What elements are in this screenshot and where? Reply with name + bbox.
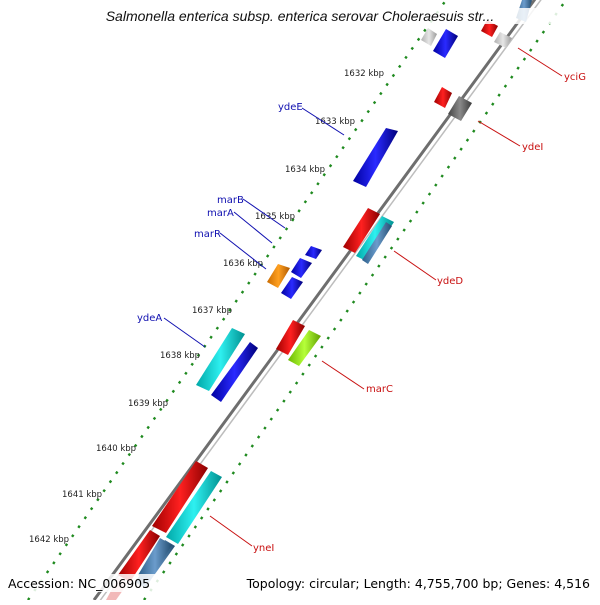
ruler-tick-1633: 1633 kbp bbox=[315, 117, 355, 127]
ruler-tick-1638: 1638 kbp bbox=[160, 351, 200, 361]
gene-bottom-red[interactable] bbox=[118, 530, 160, 582]
map-footer: Accession: NC_006905 Topology: circular;… bbox=[0, 574, 600, 592]
ruler-tick-1634: 1634 kbp bbox=[285, 165, 325, 175]
gene-ydeI-red[interactable] bbox=[434, 87, 452, 108]
track-line bbox=[143, 0, 567, 601]
gene-marC-red[interactable] bbox=[276, 320, 305, 355]
gene-top-grey[interactable] bbox=[421, 28, 437, 46]
gene-small-blue-1[interactable] bbox=[305, 246, 322, 259]
gene-label-marC[interactable]: marC bbox=[366, 384, 393, 395]
ruler-tick-1642: 1642 kbp bbox=[29, 535, 69, 545]
gene-marC-green[interactable] bbox=[288, 330, 321, 366]
ruler-tick-1640: 1640 kbp bbox=[96, 444, 136, 454]
gene-yneI-steel[interactable] bbox=[138, 538, 172, 581]
gene-top-blue[interactable] bbox=[433, 29, 458, 58]
gene-label-marA[interactable]: marA bbox=[207, 208, 234, 219]
gene-label-marR[interactable]: marR bbox=[194, 229, 221, 240]
gene-yneI-cyan[interactable] bbox=[166, 471, 222, 544]
accession-text: Accession: NC_006905 bbox=[8, 576, 151, 591]
ruler-tick-1636: 1636 kbp bbox=[223, 259, 263, 269]
reverse-callouts bbox=[209, 47, 563, 547]
ruler-tick-1641: 1641 kbp bbox=[62, 490, 102, 500]
gene-ydeE-arrow[interactable] bbox=[353, 128, 398, 187]
gene-label-ydeA[interactable]: ydeA bbox=[137, 313, 162, 324]
gene-ydeA-cyan[interactable] bbox=[196, 328, 245, 391]
gene-lower-red[interactable] bbox=[152, 461, 208, 533]
gene-label-yneI[interactable]: yneI bbox=[253, 543, 274, 554]
gene-yciG-red[interactable] bbox=[481, 20, 498, 37]
gene-ydeD-red[interactable] bbox=[343, 208, 380, 253]
backbone-line bbox=[92, 0, 537, 601]
map-title: Salmonella enterica subsp. enterica sero… bbox=[0, 8, 600, 24]
gene-label-ydeD[interactable]: ydeD bbox=[437, 276, 463, 287]
gene-small-blue-2[interactable] bbox=[291, 258, 312, 278]
ruler-line bbox=[27, 0, 447, 601]
gene-label-yciG[interactable]: yciG bbox=[564, 72, 586, 83]
summary-text: Topology: circular; Length: 4,755,700 bp… bbox=[246, 576, 590, 591]
gene-label-ydeE[interactable]: ydeE bbox=[278, 102, 303, 113]
gene-ydeI-dark[interactable] bbox=[448, 96, 472, 121]
ruler-tick-1639: 1639 kbp bbox=[128, 399, 168, 409]
forward-callouts bbox=[163, 107, 345, 348]
gene-ydeA-blue[interactable] bbox=[211, 342, 258, 402]
ruler-tick-1632: 1632 kbp bbox=[344, 69, 384, 79]
forward-gene-labels: ydeE marB marA marR ydeA bbox=[137, 102, 303, 324]
gene-small-blue-3[interactable] bbox=[281, 277, 303, 299]
gene-ydeD-steel[interactable] bbox=[362, 222, 392, 264]
reverse-gene-labels: yciG ydeI ydeD marC yneI bbox=[253, 72, 586, 554]
gene-label-ydeI[interactable]: ydeI bbox=[522, 142, 543, 153]
ruler-tick-1635: 1635 kbp bbox=[255, 212, 295, 222]
gene-marR-orange[interactable] bbox=[267, 264, 290, 288]
gene-label-marB[interactable]: marB bbox=[217, 195, 244, 206]
ruler-tick-1637: 1637 kbp bbox=[192, 306, 232, 316]
gene-yciG-grey[interactable] bbox=[494, 32, 512, 48]
ruler-labels: 1632 kbp 1633 kbp 1634 kbp 1635 kbp 1636… bbox=[29, 69, 384, 545]
